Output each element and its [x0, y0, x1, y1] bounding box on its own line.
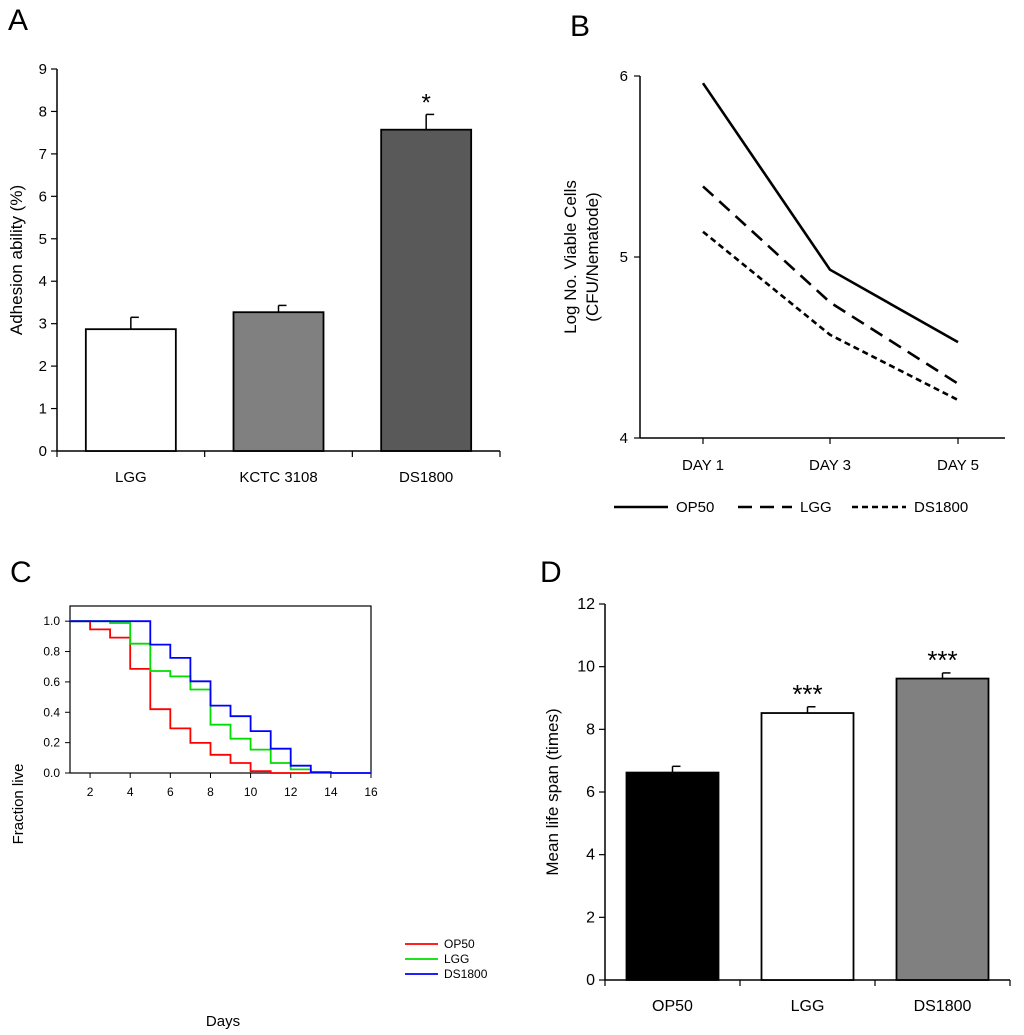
x-tick-label: DS1800	[914, 998, 972, 1015]
x-tick-label: DAY 5	[937, 457, 979, 474]
y-tick-label: 4	[620, 430, 628, 447]
x-tick-label: 16	[364, 785, 378, 799]
bar-ds1800	[895, 677, 990, 981]
legend-label: LGG	[800, 499, 832, 516]
series-line-lgg	[702, 185, 959, 385]
y-tick-label: 1.0	[43, 614, 60, 628]
x-tick-label: 8	[207, 785, 214, 799]
bar-lgg	[84, 328, 177, 452]
x-tick-label: KCTC 3108	[239, 469, 317, 486]
legend-label: OP50	[676, 499, 714, 516]
chart-d-lifespan: 0 2 4 6 8 10 12 OP50 LGG *** DS1800 *** Mean life sp…	[543, 596, 1011, 1015]
y-tick-label: 3	[39, 316, 47, 333]
x-tick-label: 6	[167, 785, 174, 799]
y-axis-label-units: (CFU/Nematode)	[583, 192, 602, 321]
y-tick-label: 4	[586, 847, 595, 864]
bar-kctc-3108	[232, 311, 325, 452]
y-tick-label: 6	[620, 68, 628, 85]
legend-label: OP50	[444, 937, 475, 951]
plot-frame	[69, 605, 372, 774]
chart-b-viable-cells: 4 5 6 DAY 1 DAY 3 DAY 5 Log No. Viable Cells (C…	[561, 68, 1005, 516]
legend-label: DS1800	[444, 967, 488, 981]
y-tick-label: 6	[586, 784, 595, 801]
y-tick-label: 2	[586, 909, 595, 926]
x-tick-label: 4	[127, 785, 134, 799]
significance-marker: ***	[927, 645, 957, 675]
y-tick-label: 0.2	[43, 736, 60, 750]
series-line-op50	[701, 82, 959, 344]
x-axis-label: Days	[206, 1013, 240, 1030]
legend-label: LGG	[444, 952, 469, 966]
y-tick-label: 12	[577, 596, 595, 613]
significance-marker: ***	[792, 679, 822, 709]
x-tick-label: DS1800	[399, 469, 453, 486]
y-tick-label: 0.8	[43, 645, 60, 659]
y-tick-label: 9	[39, 61, 47, 78]
y-tick-label: 0.4	[43, 705, 60, 719]
y-tick-label: 8	[586, 721, 595, 738]
y-tick-label: 0.6	[43, 675, 60, 689]
series-line-ds1800	[702, 230, 959, 402]
panel-label-c: C	[10, 556, 32, 589]
y-tick-label: 0	[586, 972, 595, 989]
survival-curve-ds1800	[70, 620, 371, 774]
panel-label-d: D	[540, 556, 562, 589]
panel-label-a: A	[8, 4, 28, 37]
chart-c-survival: 0.0 0.2 0.4 0.6 0.8 1.0 2 4 6 8 10 12 14 16 Days Fracti…	[10, 605, 488, 1030]
x-tick-label: DAY 1	[682, 457, 724, 474]
y-tick-label: 10	[577, 659, 595, 676]
chart-a-adhesion: 0 1 2 3 4 5 6 7 8 9 LGG KCTC 3108 DS1800 * Adhesion ab…	[7, 61, 501, 486]
y-tick-label: 1	[39, 401, 47, 418]
y-tick-label: 2	[39, 358, 47, 375]
y-tick-label: 7	[39, 146, 47, 163]
y-tick-label: 5	[39, 231, 47, 248]
y-axis-label: Mean life span (times)	[543, 708, 562, 875]
y-tick-label: 4	[39, 273, 47, 290]
y-tick-label: 0.0	[43, 766, 60, 780]
bar-op50	[625, 771, 720, 981]
x-tick-label: LGG	[115, 469, 147, 486]
x-tick-label: 12	[284, 785, 298, 799]
bar-ds1800	[380, 128, 473, 452]
y-tick-label: 0	[39, 443, 47, 460]
y-axis-label: Log No. Viable Cells	[561, 180, 580, 334]
x-tick-label: OP50	[652, 998, 693, 1015]
y-tick-label: 5	[620, 249, 628, 266]
survival-curve-op50	[70, 620, 331, 774]
bar-lgg	[760, 712, 855, 981]
y-tick-label: 8	[39, 103, 47, 120]
x-tick-label: 10	[244, 785, 258, 799]
y-axis-label: Adhesion ability (%)	[7, 185, 26, 335]
survival-curve-lgg	[70, 620, 331, 774]
y-axis-label: Fraction live	[10, 764, 27, 845]
x-tick-label: DAY 3	[809, 457, 851, 474]
y-tick-label: 6	[39, 188, 47, 205]
x-tick-label: LGG	[791, 998, 825, 1015]
panel-label-b: B	[570, 10, 590, 43]
x-tick-label: 14	[324, 785, 338, 799]
x-tick-label: 2	[87, 785, 94, 799]
legend-label: DS1800	[914, 499, 968, 516]
significance-marker: *	[421, 89, 430, 116]
